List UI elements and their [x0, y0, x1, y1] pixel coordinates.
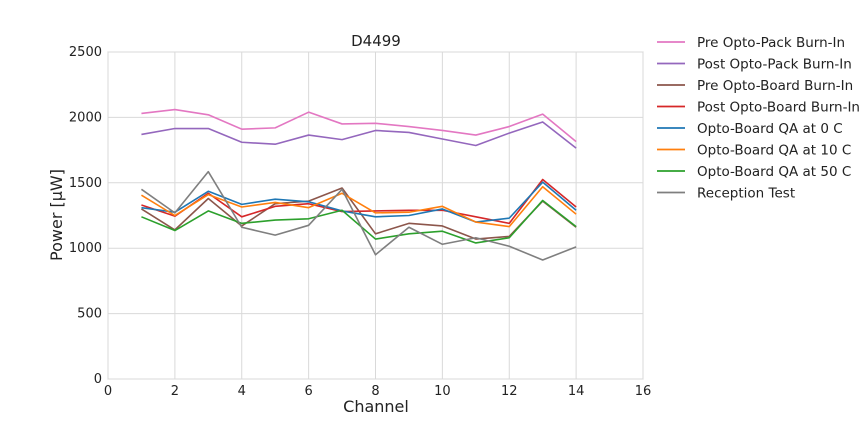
- series-line-1: [141, 108, 577, 143]
- legend-entry: Opto-Board QA at 50 C: [657, 164, 851, 180]
- legend-label: Pre Opto-Board Burn-In: [697, 78, 853, 94]
- x-tick-label: 8: [371, 384, 379, 399]
- y-tick-label: 1000: [69, 241, 102, 256]
- tick-labels: 0 2 4 6 8 10 12 14 16 0 500 1000 1500 2000 2500: [69, 45, 651, 399]
- legend-entry: Pre Opto-Pack Burn-In: [657, 35, 845, 51]
- x-tick-label: 10: [434, 384, 451, 399]
- x-tick-label: 6: [304, 384, 312, 399]
- x-tick-label: 12: [501, 384, 518, 399]
- legend-label: Post Opto-Board Burn-In: [697, 100, 860, 116]
- series-line-7: [141, 199, 577, 244]
- series-line-2: [141, 121, 577, 149]
- legend-entry: Opto-Board QA at 0 C: [657, 121, 843, 137]
- series-line-8: [140, 170, 577, 261]
- legend-entry: Post Opto-Board Burn-In: [657, 100, 860, 116]
- legend: Pre Opto-Pack Burn-In Post Opto-Pack Burn…: [657, 35, 860, 202]
- x-axis-label: Channel: [343, 397, 409, 416]
- legend-entry: Pre Opto-Board Burn-In: [657, 78, 853, 94]
- x-tick-label: 14: [568, 384, 585, 399]
- legend-label: Post Opto-Pack Burn-In: [697, 57, 852, 73]
- y-axis-label: Power [μW]: [47, 169, 66, 261]
- legend-label: Reception Test: [697, 186, 795, 202]
- x-tick-label: 16: [635, 384, 652, 399]
- chart-title: D4499: [351, 32, 401, 50]
- y-tick-label: 1500: [69, 176, 102, 191]
- x-tick-label: 0: [104, 384, 112, 399]
- y-tick-label: 0: [94, 372, 102, 387]
- y-tick-label: 500: [77, 307, 102, 322]
- legend-entry: Opto-Board QA at 10 C: [657, 143, 851, 159]
- series-lines: [140, 108, 577, 261]
- x-tick-label: 2: [171, 384, 179, 399]
- legend-label: Pre Opto-Pack Burn-In: [697, 35, 845, 51]
- y-tick-label: 2500: [69, 45, 102, 60]
- y-tick-label: 2000: [69, 110, 102, 125]
- legend-entry: Post Opto-Pack Burn-In: [657, 57, 852, 73]
- legend-entry: Reception Test: [657, 186, 795, 202]
- grid-lines: [107, 51, 644, 380]
- legend-label: Opto-Board QA at 10 C: [697, 143, 851, 159]
- legend-label: Opto-Board QA at 0 C: [697, 121, 843, 137]
- legend-label: Opto-Board QA at 50 C: [697, 164, 851, 180]
- series-line-6: [141, 185, 577, 228]
- series-line-5: [141, 181, 577, 223]
- x-tick-label: 4: [238, 384, 246, 399]
